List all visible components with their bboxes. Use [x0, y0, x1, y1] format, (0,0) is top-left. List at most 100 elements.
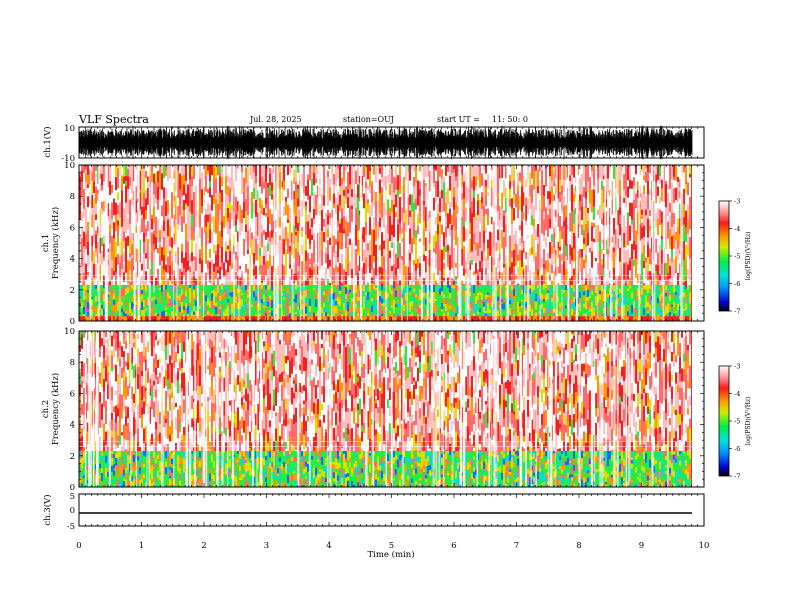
spectrogram-cell — [545, 168, 547, 173]
spectrogram-cell — [241, 312, 243, 317]
spectrogram-cell — [169, 311, 171, 317]
spectrogram-cell — [387, 272, 389, 286]
spectrogram-cell — [231, 292, 233, 298]
spectrogram-cell — [181, 316, 183, 321]
spectrogram-cell — [411, 312, 413, 317]
spectrogram-cell — [229, 212, 231, 229]
spectrogram-cell — [309, 278, 311, 286]
spectrogram-cell — [167, 219, 169, 237]
spectrogram-cell — [221, 285, 223, 290]
spectrogram-cell — [529, 255, 531, 271]
spectrogram-cell — [283, 225, 285, 229]
spectrogram-cell — [271, 165, 273, 170]
spectrogram-cell — [301, 261, 303, 275]
spectrogram-cell — [345, 170, 347, 187]
spectrogram-cell — [371, 305, 373, 312]
spectrogram-cell — [545, 307, 547, 313]
spectrogram-cell — [393, 288, 395, 296]
spectrogram-cell — [395, 165, 397, 178]
spectrogram-cell — [425, 285, 427, 293]
spectrogram-cell — [215, 287, 217, 293]
spectrogram-cell — [489, 304, 491, 310]
spectrogram-cell — [157, 296, 159, 303]
spectrogram-cell — [91, 195, 93, 209]
spectrogram-cell — [381, 232, 383, 243]
spectrogram-cell — [333, 252, 335, 257]
spectrogram-cell — [239, 285, 241, 290]
spectrogram-cell — [199, 249, 201, 259]
spectrogram-cell — [409, 260, 411, 273]
spectrogram-cell — [323, 279, 325, 286]
spectrogram-cell — [147, 181, 149, 189]
spectrogram-cell — [519, 276, 521, 280]
spectrogram-cell — [195, 278, 197, 286]
spectrogram-cell — [423, 278, 425, 285]
spectrogram-cell — [217, 316, 219, 321]
spectrogram-cell — [183, 285, 185, 288]
spectrogram-cell — [425, 237, 427, 252]
spectrogram-cell — [215, 292, 217, 297]
spectrogram-cell — [79, 302, 81, 306]
spectrogram-cell — [543, 240, 545, 250]
spectrogram-cell — [529, 181, 531, 186]
spectrogram-cell — [485, 232, 487, 249]
spectrogram-cell — [365, 285, 367, 292]
spectrogram-cell — [343, 207, 345, 217]
spectrogram-cell — [511, 186, 513, 199]
spectrogram-cell — [189, 266, 191, 273]
spectrogram-cell — [557, 193, 559, 199]
spectrogram-cell — [403, 230, 405, 240]
spectrogram-cell — [551, 228, 553, 235]
spectrogram-cell — [333, 224, 335, 236]
spectrogram-cell — [135, 186, 137, 201]
spectrogram-cell — [443, 294, 445, 299]
spectrogram-cell — [509, 300, 511, 305]
spectrogram-cell — [463, 283, 465, 286]
spectrogram-cell — [479, 222, 481, 232]
spectrogram-cell — [79, 171, 81, 177]
spectrogram-cell — [243, 278, 245, 286]
spectrogram-cell — [255, 199, 257, 217]
spectrogram-cell — [141, 206, 143, 215]
spectrogram-cell — [411, 211, 413, 225]
spectrogram-cell — [341, 316, 343, 321]
spectrogram-cell — [397, 175, 399, 186]
spectrogram-cell — [287, 204, 289, 220]
spectrogram-cell — [87, 298, 89, 303]
spectrogram-cell — [93, 198, 95, 208]
spectrogram-cell — [451, 230, 453, 236]
spectrogram-cell — [271, 300, 273, 309]
spectrogram-cell — [305, 289, 307, 294]
spectrogram-cell — [469, 165, 471, 179]
spectrogram-cell — [261, 303, 263, 307]
spectrogram-cell — [549, 209, 551, 219]
spectrogram-cell — [375, 202, 377, 209]
spectrogram-cell — [201, 272, 203, 286]
spectrogram-cell — [211, 182, 213, 196]
spectrogram-cell — [393, 252, 395, 261]
spectrogram-cell — [517, 316, 519, 321]
spectrogram-cell — [109, 294, 111, 299]
spectrogram-cell — [225, 289, 227, 298]
spectrogram-cell — [545, 222, 547, 231]
spectrogram-cell — [537, 193, 539, 210]
spectrogram-cell — [289, 172, 291, 183]
spectrogram-cell — [403, 290, 405, 294]
spectrogram-cell — [387, 199, 389, 211]
spectrogram-cell — [163, 165, 165, 179]
spectrogram-cell — [237, 293, 239, 298]
spectrogram-cell — [167, 241, 169, 254]
spectrogram-cell — [419, 305, 421, 309]
spectrogram-cell — [365, 299, 367, 304]
spectrogram-cell — [345, 211, 347, 217]
spectrogram-cell — [407, 230, 409, 240]
spectrogram-cell — [209, 316, 211, 321]
spectrogram-cell — [537, 305, 539, 311]
spectrogram-cell — [293, 205, 295, 214]
spectrogram-cell — [343, 195, 345, 208]
spectrogram-cell — [231, 219, 233, 235]
spectrogram-cell — [295, 181, 297, 192]
spectrogram-cell — [503, 297, 505, 304]
spectrogram-cell — [289, 246, 291, 252]
spectrogram-cell — [129, 285, 131, 292]
